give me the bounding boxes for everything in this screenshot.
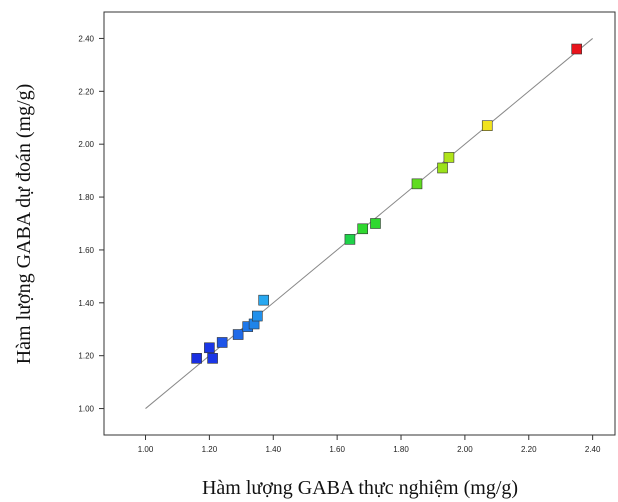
- x-axis-title: Hàm lượng GABA thực nghiệm (mg/g): [202, 477, 518, 499]
- y-axis-title: Hàm lượng GABA dự đoán (mg/g): [13, 84, 35, 365]
- y-tick-label: 1.40: [78, 299, 94, 308]
- data-point: [252, 310, 263, 322]
- x-tick-label: 1.00: [138, 445, 154, 454]
- data-point: [216, 337, 228, 348]
- x-tick-label: 1.60: [329, 445, 345, 454]
- y-tick-label: 1.60: [78, 246, 94, 255]
- data-point: [204, 342, 215, 354]
- x-axis-ticks: 1.00 1.20 1.40 1.60 1.80 2.00 2.20 2.40: [138, 435, 601, 454]
- x-tick-label: 1.40: [265, 445, 281, 454]
- data-point: [411, 178, 423, 190]
- plot-frame: [103, 11, 616, 436]
- y-tick-label: 1.00: [78, 405, 94, 414]
- x-tick-label: 1.80: [393, 445, 409, 454]
- data-point: [232, 329, 244, 340]
- data-points: [191, 43, 582, 364]
- data-point: [344, 234, 356, 245]
- data-point: [370, 218, 381, 229]
- data-point: [481, 120, 493, 131]
- data-point: [571, 43, 582, 55]
- x-tick-label: 2.20: [521, 445, 537, 454]
- data-point: [258, 294, 269, 306]
- data-point: [357, 223, 368, 235]
- x-tick-label: 2.00: [457, 445, 473, 454]
- x-tick-label: 1.20: [202, 445, 218, 454]
- data-point: [437, 162, 448, 174]
- y-tick-label: 2.20: [78, 87, 94, 96]
- y-tick-label: 2.00: [78, 140, 94, 149]
- y-tick-label: 1.80: [78, 193, 94, 202]
- y-tick-label: 2.40: [78, 34, 94, 43]
- y-tick-label: 1.20: [78, 352, 94, 361]
- y-axis-ticks: 1.00 1.20 1.40 1.60 1.80 2.00 2.20 2.40: [78, 34, 104, 414]
- data-point: [207, 353, 218, 364]
- data-point: [191, 353, 202, 364]
- x-tick-label: 2.40: [585, 445, 601, 454]
- data-point: [443, 152, 455, 163]
